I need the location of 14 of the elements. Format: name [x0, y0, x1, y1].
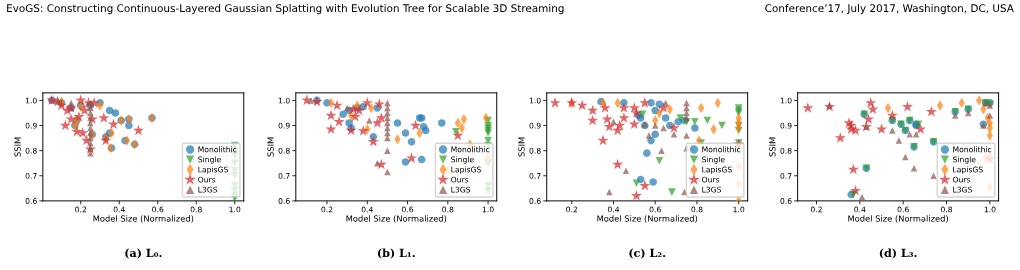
- text: (b) L₁.: [377, 248, 415, 259]
- y-axis-title: SSIM: [267, 137, 274, 157]
- x-axis-title: Model Size (Normalized): [597, 215, 698, 223]
- x-axis-title: Model Size (Normalized): [93, 215, 194, 223]
- text: Conference’17, July 2017, Washington, DC, USA: [765, 4, 1014, 15]
- y-axis-title: SSIM: [769, 137, 776, 157]
- x-axis-title: Model Size (Normalized): [848, 215, 948, 223]
- x-axis-title: Model Size (Normalized): [346, 215, 447, 223]
- text: EvoGS: Constructing Continuous-Layered Gaussian Splatting with Evolution Tree for Scalable 3D Streaming: [7, 4, 564, 15]
- text: (d) L₃.: [879, 248, 917, 259]
- y-axis-title: SSIM: [14, 137, 21, 157]
- text: (c) L₂.: [629, 248, 666, 259]
- y-axis-title: SSIM: [518, 137, 525, 157]
- text: (a) L₀.: [125, 248, 162, 259]
